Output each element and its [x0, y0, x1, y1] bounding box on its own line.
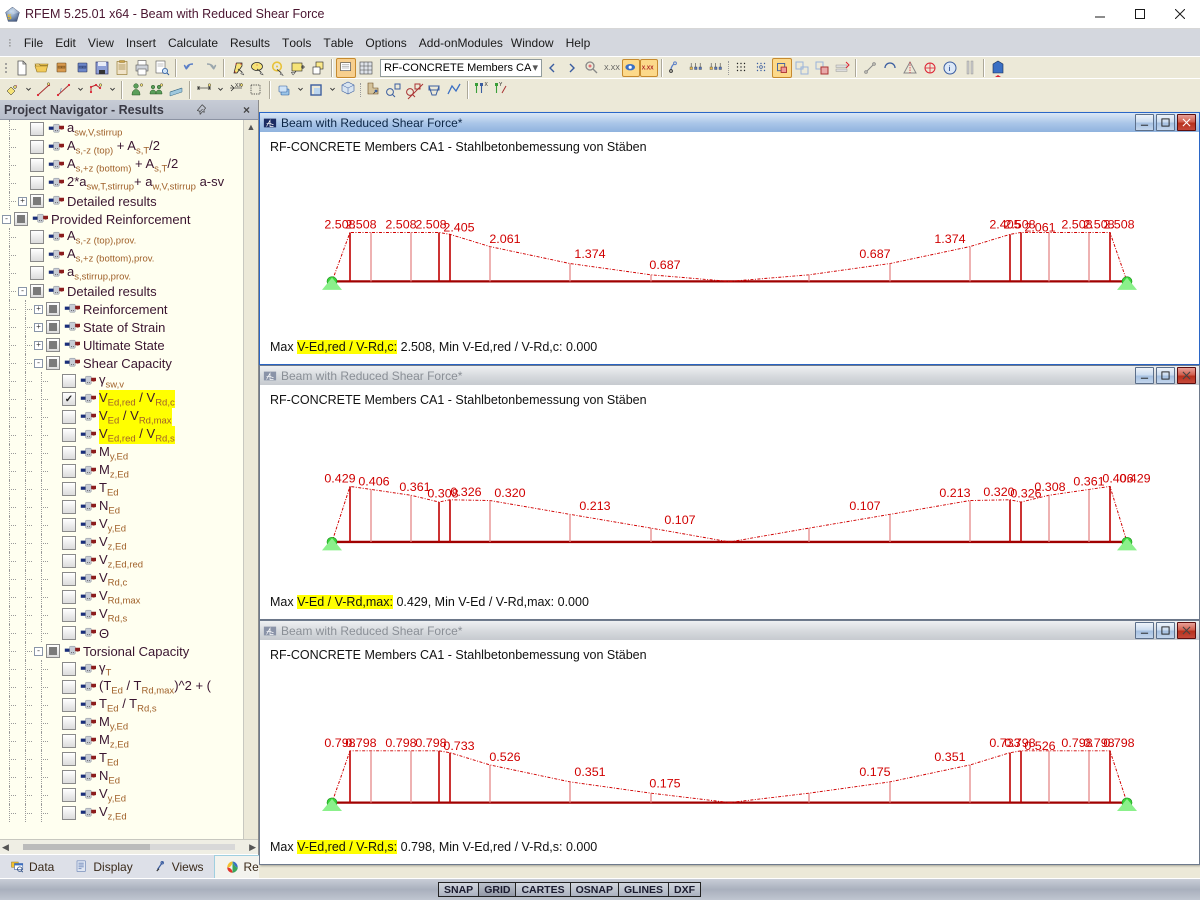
svg-text:0.687: 0.687 [859, 247, 891, 261]
svg-text:X.XX: X.XX [604, 65, 620, 72]
svg-text:Y: Y [499, 82, 503, 88]
svg-text:2.508: 2.508 [345, 218, 377, 232]
svg-text:0.361: 0.361 [399, 480, 431, 494]
svg-text:0.320: 0.320 [494, 486, 526, 500]
svg-text:i: i [949, 66, 951, 73]
svg-text:0.308: 0.308 [1034, 480, 1066, 494]
svg-text:1.374: 1.374 [574, 247, 606, 261]
svg-text:0.351: 0.351 [574, 766, 606, 780]
svg-text:0.687: 0.687 [649, 259, 681, 273]
svg-text:0.175: 0.175 [859, 766, 891, 780]
svg-text:0.175: 0.175 [649, 777, 681, 791]
svg-text:2.508: 2.508 [385, 218, 417, 232]
svg-text:0.733: 0.733 [443, 739, 475, 753]
svg-text:0.526: 0.526 [489, 751, 521, 765]
svg-text:0.798: 0.798 [1004, 736, 1036, 750]
svg-text:2.508: 2.508 [1103, 218, 1135, 232]
svg-text:0.798: 0.798 [1103, 736, 1135, 750]
svg-text:0.351: 0.351 [934, 751, 966, 765]
svg-text:0.406: 0.406 [358, 475, 390, 489]
svg-text:0.429: 0.429 [324, 472, 356, 486]
svg-text:5: 5 [7, 12, 12, 21]
svg-text:X: X [485, 82, 489, 88]
svg-text:1.374: 1.374 [934, 232, 966, 246]
svg-text:0.429: 0.429 [1119, 472, 1151, 486]
svg-text:0.213: 0.213 [579, 499, 611, 513]
svg-text:0.107: 0.107 [664, 513, 696, 527]
svg-text:0.107: 0.107 [849, 499, 881, 513]
svg-text:0.798: 0.798 [385, 736, 417, 750]
svg-text:2.061: 2.061 [489, 232, 521, 246]
svg-text:2.405: 2.405 [443, 221, 475, 235]
svg-text:0.326: 0.326 [450, 485, 482, 499]
svg-text:X.XX: X.XX [642, 65, 654, 71]
svg-text:0.361: 0.361 [1073, 475, 1105, 489]
svg-text:0.798: 0.798 [415, 736, 447, 750]
svg-text:2.508: 2.508 [1004, 218, 1036, 232]
svg-text:0.213: 0.213 [939, 486, 971, 500]
svg-text:0.798: 0.798 [345, 736, 377, 750]
svg-text:2.508: 2.508 [415, 218, 447, 232]
